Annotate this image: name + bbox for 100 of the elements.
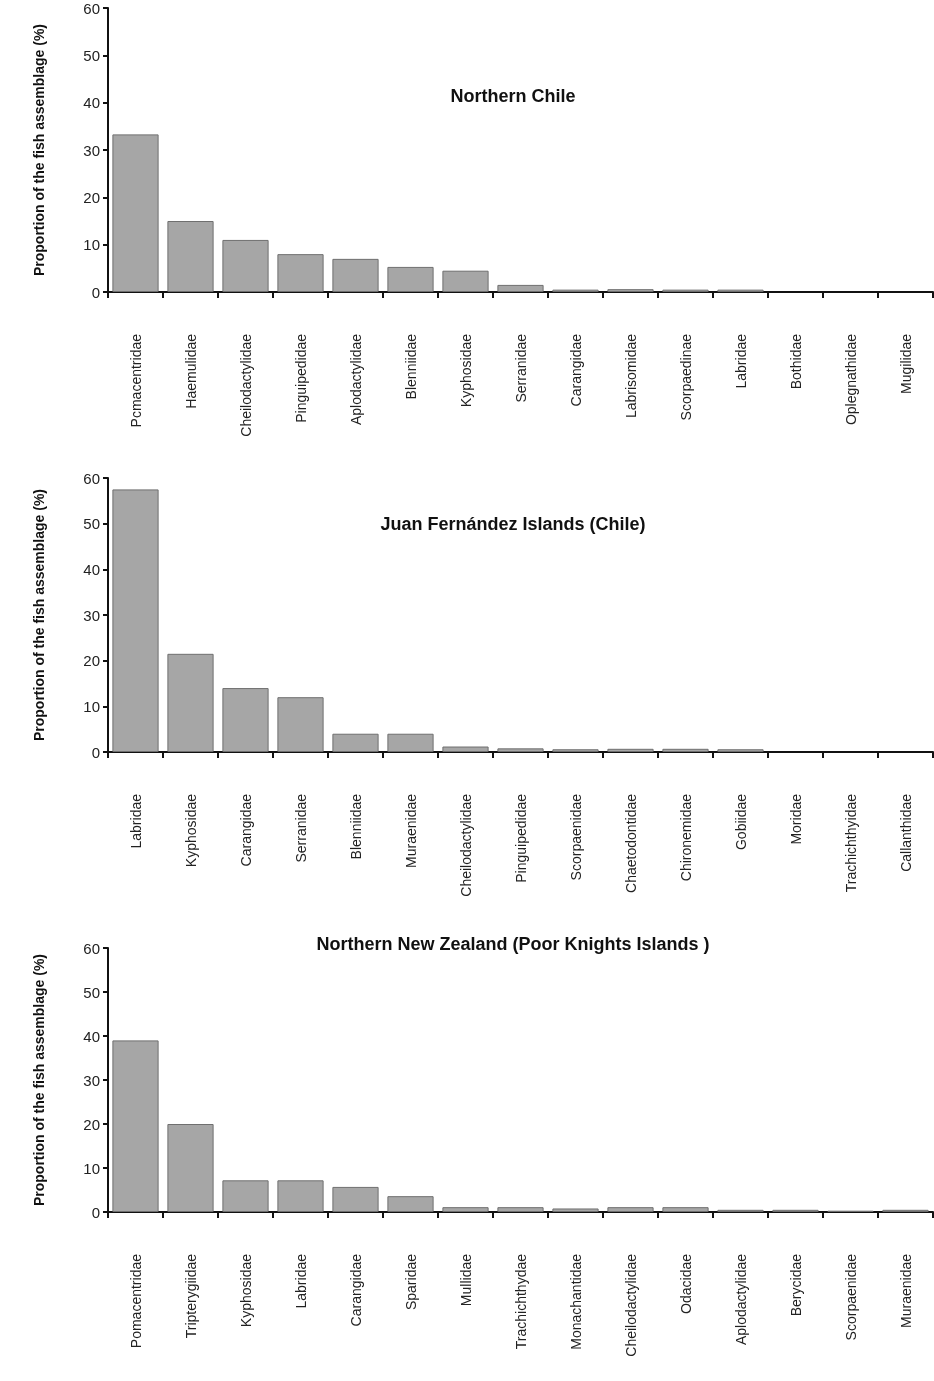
x-tick-label: Mugilidae — [897, 333, 914, 394]
y-tick-label: 40 — [83, 560, 100, 578]
x-tick-label: Muraenidae — [897, 1253, 914, 1328]
bar — [332, 258, 379, 292]
x-tick-label: Scorpaedinae — [677, 333, 694, 421]
bar — [497, 284, 544, 292]
bar — [442, 270, 489, 292]
x-tick-label: Serranidae — [512, 333, 529, 403]
x-tick-label: Labrisomidae — [622, 333, 639, 419]
x-tick-label: Oplegnathidae — [842, 333, 859, 426]
y-tick-label: 40 — [83, 1027, 100, 1045]
y-axis-title: Proportion of the fish assemblage (%) — [31, 953, 47, 1207]
x-tick-label: Blenniidae — [402, 333, 419, 400]
x-tick-label: Trachichthyidae — [842, 793, 859, 893]
bar — [112, 1040, 159, 1212]
y-tick-label: 60 — [83, 939, 100, 957]
bar — [222, 239, 269, 292]
y-tick-label: 30 — [83, 141, 100, 159]
x-tick-label: Odacidae — [677, 1253, 694, 1314]
bar — [387, 1196, 434, 1212]
y-tick-label: 10 — [83, 236, 100, 254]
bar — [277, 254, 324, 292]
x-tick-label: Callanthidae — [897, 793, 914, 872]
x-tick-label: Aplodactylidae — [732, 1253, 749, 1346]
x-tick-label: Pcmacentridae — [127, 333, 144, 428]
y-tick-label: 0 — [91, 283, 100, 301]
x-tick-label: Mullidae — [457, 1253, 474, 1307]
bar — [332, 1186, 379, 1212]
x-tick-label: Bothidae — [787, 333, 804, 390]
x-tick-label: Cheilodactylidae — [622, 1253, 639, 1357]
text: Northern Chile — [450, 86, 576, 106]
x-tick-label: Pinguipedidae — [512, 793, 529, 883]
x-tick-label: Blenniidae — [347, 793, 364, 860]
y-tick-label: 10 — [83, 1159, 100, 1177]
y-axis-title: Proportion of the fish assemblage (%) — [31, 488, 47, 742]
x-tick-label: Tripterygiidae — [182, 1253, 199, 1339]
y-tick-label: 60 — [83, 0, 100, 17]
bar — [552, 1208, 599, 1212]
x-tick-label: Gobiidae — [732, 793, 749, 851]
x-tick-label: Scorpaenidae — [842, 1253, 859, 1341]
text: Juan Fernández Islands (Chile) — [380, 514, 646, 534]
x-tick-label: Trachichthydae — [512, 1253, 529, 1350]
y-tick-label: 60 — [83, 469, 100, 487]
x-tick-label: Muraenidae — [402, 793, 419, 868]
x-tick-label: Labridae — [292, 1253, 309, 1309]
x-tick-label: Pomacentridae — [127, 1253, 144, 1349]
bar — [277, 697, 324, 752]
bar — [662, 748, 709, 752]
y-tick-label: 40 — [83, 94, 100, 112]
bar — [222, 1180, 269, 1212]
bar — [167, 653, 214, 752]
x-tick-label: Pinguipedidae — [292, 333, 309, 423]
x-tick-label: Cheilodactylidae — [237, 333, 254, 437]
bar — [442, 1207, 489, 1212]
bar — [497, 1207, 544, 1212]
x-tick-label: Berycidae — [787, 1253, 804, 1317]
bar — [167, 221, 214, 292]
y-tick-label: 50 — [83, 46, 100, 64]
y-tick-label: 10 — [83, 697, 100, 715]
bar — [662, 1207, 709, 1212]
x-tick-label: Chaetodontidae — [622, 793, 639, 893]
bar — [387, 733, 434, 752]
bar — [112, 489, 159, 752]
bar — [497, 748, 544, 752]
x-tick-label: Monachantidae — [567, 1253, 584, 1350]
x-tick-label: Aplodactylidae — [347, 333, 364, 426]
bar — [277, 1180, 324, 1212]
x-tick-label: Carangidae — [567, 333, 584, 407]
bar — [332, 733, 379, 752]
x-tick-label: Kyphosidae — [457, 333, 474, 408]
bar — [167, 1124, 214, 1212]
x-tick-label: Carangidae — [347, 1253, 364, 1327]
bar — [607, 748, 654, 752]
y-tick-label: 20 — [83, 1115, 100, 1133]
y-tick-label: 0 — [91, 743, 100, 761]
x-tick-label: Chironemidae — [677, 793, 694, 882]
chart-title: Northern New Zealand (Poor Knights Islands ) — [316, 934, 710, 954]
x-tick-label: Cheilodactylidae — [457, 793, 474, 897]
x-tick-label: Carangidae — [237, 793, 254, 867]
x-tick-label: Kyphosidae — [237, 1253, 254, 1328]
y-tick-label: 30 — [83, 1071, 100, 1089]
x-tick-label: Serranidae — [292, 793, 309, 863]
y-tick-label: 0 — [91, 1203, 100, 1221]
x-tick-label: Kyphosidae — [182, 793, 199, 868]
y-tick-label: 20 — [83, 652, 100, 670]
x-tick-label: Sparidae — [402, 1253, 419, 1311]
x-tick-label: Moridae — [787, 793, 804, 845]
y-tick-label: 50 — [83, 515, 100, 533]
x-tick-label: Scorpaenidae — [567, 793, 584, 881]
bar — [607, 1207, 654, 1212]
x-tick-label: Labridae — [127, 793, 144, 849]
bar — [387, 266, 434, 292]
bar — [112, 134, 159, 292]
x-tick-label: Haemulidae — [182, 333, 199, 409]
y-tick-label: 50 — [83, 983, 100, 1001]
y-tick-label: 20 — [83, 188, 100, 206]
bar — [442, 746, 489, 752]
y-axis-title: Proportion of the fish assemblage (%) — [31, 23, 47, 277]
x-tick-label: Labridae — [732, 333, 749, 389]
bar — [222, 688, 269, 752]
